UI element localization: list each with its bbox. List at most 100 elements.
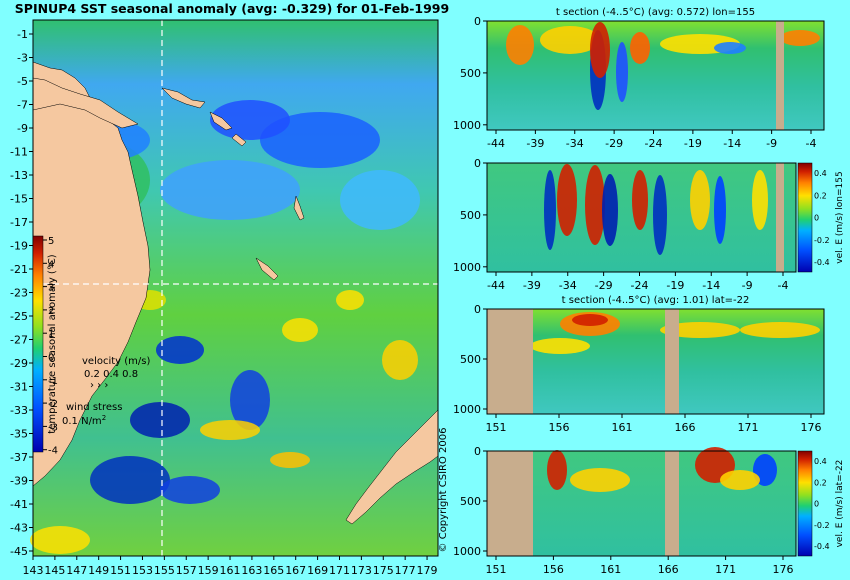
map-y-tick-label: -19 xyxy=(10,240,28,253)
map-x-tick-label: 169 xyxy=(307,564,328,577)
anomaly-blob xyxy=(270,452,310,468)
colorbar-tick-label: 0 xyxy=(48,353,54,364)
velocity-colorbar-tick-label: 0 xyxy=(814,214,819,223)
section-field xyxy=(487,451,796,556)
anomaly-blob xyxy=(200,420,260,440)
velocity-legend: velocity (m/s) 0.2 0.4 0.8 › › › wind st… xyxy=(62,356,150,427)
colorbar-label: temperature seasonal anomaly (°C) xyxy=(47,254,58,433)
section-x-tick-label: 161 xyxy=(600,563,621,576)
section-x-tick-label: -29 xyxy=(605,137,623,150)
section-feature xyxy=(720,470,760,490)
section-feature xyxy=(530,338,590,354)
section-ylabel: vel. E (m/s) lon=155 xyxy=(835,171,845,263)
section-x-tick-label: -24 xyxy=(645,137,663,150)
section-y-tick-label: 1000 xyxy=(453,545,481,558)
map-title: SPINUP4 SST seasonal anomaly (avg: -0.32… xyxy=(15,1,449,16)
wind-scale-text: 0.1 N/m2 xyxy=(62,414,106,427)
anomaly-blob xyxy=(160,160,300,220)
anomaly-blob xyxy=(160,476,220,504)
map-x-axis: 143 145 147 149 151 153 155 157 159 161 163 165 167 1… xyxy=(23,556,438,577)
copyright-text: © Copyright CSIRO 2006 xyxy=(438,428,449,553)
section-feature xyxy=(630,32,650,64)
section-x-tick-label: 161 xyxy=(612,421,633,434)
section-y-tick-label: 1000 xyxy=(453,403,481,416)
section-feature xyxy=(540,26,600,54)
section-land xyxy=(487,451,533,556)
section-feature xyxy=(585,165,605,245)
section-feature xyxy=(557,164,577,236)
section-land xyxy=(487,309,533,414)
map-x-tick-label: 179 xyxy=(417,564,438,577)
section-feature xyxy=(602,174,618,246)
anomaly-blob xyxy=(336,290,364,310)
velocity-colorbar-tick-label: -0.2 xyxy=(814,521,830,530)
section-panel-3: t section (-4..5°C) (avg: 1.01) lat=-22 0… xyxy=(453,295,825,434)
velocity-colorbar-tick-label: 0.4 xyxy=(814,169,827,178)
anomaly-blob xyxy=(130,402,190,438)
section-title: t section (-4..5°C) (avg: 0.572) lon=155 xyxy=(556,7,755,18)
section-ylabel: vel. E (m/s) lat=-22 xyxy=(835,460,845,548)
section-feature xyxy=(616,42,628,102)
map-x-tick-label: 161 xyxy=(220,564,241,577)
section-feature xyxy=(570,468,630,492)
map-x-tick-label: 157 xyxy=(176,564,197,577)
map-y-tick-label: -25 xyxy=(10,310,28,323)
map-y-tick-label: -7 xyxy=(17,99,28,112)
australia-landmass xyxy=(32,61,151,487)
map-y-tick-label: -17 xyxy=(10,216,28,229)
map-y-tick-label: -31 xyxy=(10,381,28,394)
section-x-tick-label: 166 xyxy=(675,421,696,434)
colorbar-tick-label: 3 xyxy=(48,283,54,294)
section-x-tick-label: 176 xyxy=(801,421,822,434)
map-y-tick-label: -43 xyxy=(10,522,28,535)
new-zealand-landmass xyxy=(345,409,439,525)
velocity-arrows-icon: › › › xyxy=(90,380,108,391)
section-feature xyxy=(544,170,556,250)
anomaly-blob xyxy=(382,340,418,380)
velocity-colorbar-tick-label: 0.2 xyxy=(814,478,827,487)
section-x-tick-label: -24 xyxy=(631,279,649,292)
colorbar-tick-label: -1 xyxy=(48,376,58,387)
map-x-tick-label: 151 xyxy=(110,564,131,577)
section-x-tick-label: -14 xyxy=(723,137,741,150)
section-panel-2: 0 500 1000 -44 -39 -34 -29 -24 -19 -14 -9 -4 0.4 0.2 0… xyxy=(453,157,845,292)
map-y-tick-label: -37 xyxy=(10,451,28,464)
section-x-tick-label: -4 xyxy=(778,279,789,292)
velocity-colorbar-tick-label: 0.4 xyxy=(814,457,827,466)
section-y-tick-label: 500 xyxy=(460,495,481,508)
section-x-tick-label: -39 xyxy=(523,279,541,292)
map-y-tick-label: -1 xyxy=(17,28,28,41)
anomaly-blob xyxy=(340,170,420,230)
anomaly-blob xyxy=(282,318,318,342)
map-y-tick-label: -23 xyxy=(10,287,28,300)
colorbar-tick-label: 5 xyxy=(48,236,54,247)
section-frame xyxy=(486,308,825,415)
section-x-tick-label: 151 xyxy=(486,421,507,434)
map-y-tick-label: -27 xyxy=(10,334,28,347)
section-x-tick-label: 151 xyxy=(486,563,507,576)
section-x-tick-label: -4 xyxy=(806,137,817,150)
section-frame xyxy=(486,162,797,273)
map-x-tick-label: 177 xyxy=(395,564,416,577)
section-y-tick-label: 500 xyxy=(460,209,481,222)
map-x-tick-label: 145 xyxy=(44,564,65,577)
map-y-tick-label: -5 xyxy=(17,75,28,88)
anomaly-blob xyxy=(30,526,90,554)
section-land xyxy=(665,451,679,556)
section-x-tick-label: 166 xyxy=(658,563,679,576)
section-y-tick-label: 0 xyxy=(474,15,481,28)
section-y-tick-label: 0 xyxy=(474,445,481,458)
velocity-colorbar-tick-label: -0.2 xyxy=(814,236,830,245)
section-feature xyxy=(506,25,534,65)
section-y-tick-label: 500 xyxy=(460,67,481,80)
map-x-tick-label: 175 xyxy=(373,564,394,577)
map-y-tick-label: -15 xyxy=(10,193,28,206)
anomaly-blob xyxy=(210,100,290,140)
map-y-tick-label: -3 xyxy=(17,52,28,65)
section-feature xyxy=(660,322,740,338)
section-field xyxy=(487,21,824,130)
section-feature xyxy=(632,170,648,230)
map-y-tick-label: -21 xyxy=(10,263,28,276)
wind-label: wind stress xyxy=(66,402,122,413)
section-x-tick-label: -34 xyxy=(566,137,584,150)
